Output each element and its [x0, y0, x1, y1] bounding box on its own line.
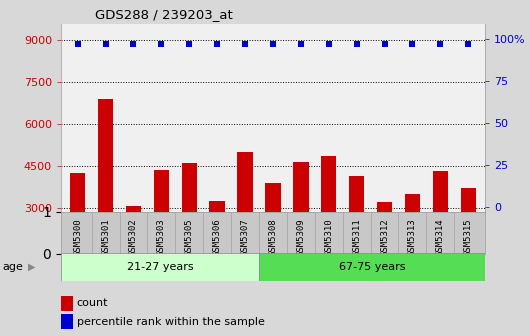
Text: GSM5309: GSM5309 — [296, 218, 305, 256]
Point — [324, 41, 333, 46]
Bar — [70, 173, 85, 292]
Point — [408, 41, 417, 46]
Text: GSM5310: GSM5310 — [324, 218, 333, 256]
Text: GSM5303: GSM5303 — [157, 218, 166, 256]
Point — [157, 41, 165, 46]
Point — [101, 41, 110, 46]
Point — [464, 41, 472, 46]
Point — [129, 41, 138, 46]
Point — [381, 41, 389, 46]
Bar — [432, 171, 448, 292]
Text: count: count — [77, 298, 108, 308]
Bar — [377, 202, 392, 292]
Bar — [126, 206, 141, 292]
Text: GSM5302: GSM5302 — [129, 218, 138, 256]
Bar — [321, 156, 337, 292]
Text: GSM5312: GSM5312 — [380, 218, 389, 256]
Text: GSM5301: GSM5301 — [101, 218, 110, 256]
Text: GSM5306: GSM5306 — [213, 218, 222, 256]
Point — [269, 41, 277, 46]
Bar — [98, 99, 113, 292]
Point — [185, 41, 193, 46]
Bar — [237, 152, 253, 292]
Point — [213, 41, 222, 46]
Text: GDS288 / 239203_at: GDS288 / 239203_at — [95, 8, 233, 21]
Bar — [266, 183, 280, 292]
Text: GSM5313: GSM5313 — [408, 218, 417, 256]
Bar — [182, 163, 197, 292]
Text: GSM5315: GSM5315 — [464, 218, 473, 256]
Bar — [461, 188, 476, 292]
Text: GSM5307: GSM5307 — [241, 218, 250, 256]
Text: 21-27 years: 21-27 years — [127, 262, 193, 272]
Text: GSM5300: GSM5300 — [73, 218, 82, 256]
Point — [74, 41, 82, 46]
Bar — [61, 253, 259, 281]
Bar — [293, 162, 308, 292]
Point — [352, 41, 361, 46]
Text: GSM5314: GSM5314 — [436, 218, 445, 256]
Text: ▶: ▶ — [28, 262, 35, 272]
Point — [436, 41, 445, 46]
Text: percentile rank within the sample: percentile rank within the sample — [77, 317, 264, 327]
Bar — [154, 170, 169, 292]
Point — [297, 41, 305, 46]
Text: GSM5311: GSM5311 — [352, 218, 361, 256]
Text: GSM5305: GSM5305 — [185, 218, 194, 256]
Point — [241, 41, 249, 46]
Text: GSM5308: GSM5308 — [269, 218, 277, 256]
Bar — [259, 253, 485, 281]
Bar — [405, 194, 420, 292]
Bar — [349, 176, 364, 292]
Text: age: age — [3, 262, 23, 272]
Text: 67-75 years: 67-75 years — [339, 262, 405, 272]
Bar — [209, 201, 225, 292]
